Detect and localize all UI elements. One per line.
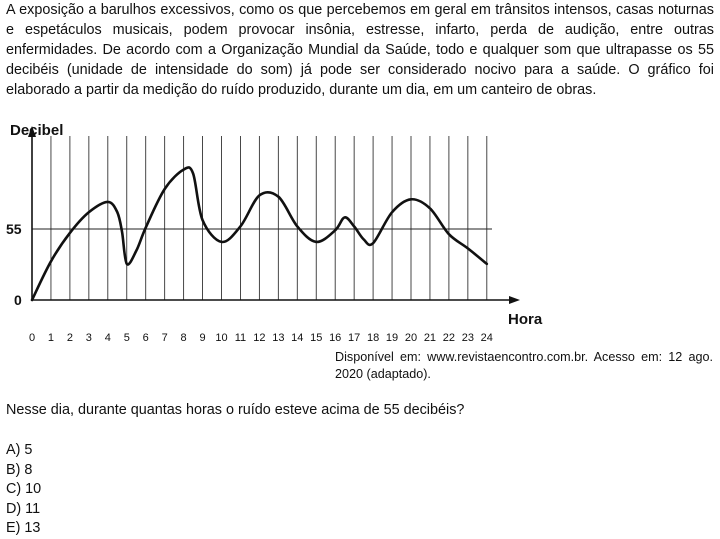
x-tick-label: 15 xyxy=(310,332,322,344)
x-tick-label: 3 xyxy=(86,332,92,344)
option-e[interactable]: E) 13 xyxy=(6,520,41,536)
noise-series-line xyxy=(30,166,489,302)
x-tick-label: 17 xyxy=(348,332,360,344)
option-d[interactable]: D) 11 xyxy=(6,500,41,517)
x-tick-label: 5 xyxy=(124,332,130,344)
x-tick-label: 0 xyxy=(29,332,35,344)
x-tick-label: 24 xyxy=(481,332,493,344)
x-tick-label: 4 xyxy=(105,332,111,344)
x-tick-label: 20 xyxy=(405,332,417,344)
x-tick-label: 22 xyxy=(443,332,455,344)
intro-paragraph: A exposição a barulhos excessivos, como … xyxy=(6,2,714,98)
y-tick-label: 0 xyxy=(14,292,22,308)
question-text: Nesse dia, durante quantas horas o ruído… xyxy=(6,402,465,418)
x-tick-label: 7 xyxy=(162,332,168,344)
y-axis-arrow xyxy=(28,126,36,137)
source-citation: Disponível em: www.revistaencontro.com.b… xyxy=(335,350,713,381)
x-tick-label: 6 xyxy=(143,332,149,344)
x-tick-label: 14 xyxy=(291,332,303,344)
y-axis-label: Decibel xyxy=(10,122,63,139)
x-tick-label: 23 xyxy=(462,332,474,344)
x-tick-label: 9 xyxy=(199,332,205,344)
x-tick-label: 21 xyxy=(424,332,436,344)
y-tick-labels: 0 55 xyxy=(6,221,22,308)
x-tick-label: 16 xyxy=(329,332,341,344)
x-tick-label: 10 xyxy=(215,332,227,344)
x-axis-label: Hora xyxy=(508,311,543,328)
answer-options: A) 5 B) 8 C) 10 D) 11 E) 13 xyxy=(6,441,41,539)
option-a[interactable]: A) 5 xyxy=(6,442,33,458)
x-tick-label: 2 xyxy=(67,332,73,344)
hour-gridlines xyxy=(50,136,488,300)
x-axis-arrow xyxy=(509,296,520,304)
y-tick-label: 55 xyxy=(6,221,22,237)
x-tick-label: 8 xyxy=(181,332,187,344)
x-tick-labels: 0 1 2 3 4 5 6 7 8 9 10 11 12 13 14 15 16 17 18 19 20 21 22 23 24 xyxy=(29,332,493,344)
x-tick-label: 18 xyxy=(367,332,379,344)
x-tick-label: 19 xyxy=(386,332,398,344)
x-tick-label: 11 xyxy=(235,332,246,344)
x-tick-label: 1 xyxy=(48,332,54,344)
option-b[interactable]: B) 8 xyxy=(6,461,33,478)
x-tick-label: 12 xyxy=(253,332,265,344)
x-tick-label: 13 xyxy=(272,332,284,344)
option-c[interactable]: C) 10 xyxy=(6,481,42,497)
noise-chart: Decibel Hora 055 0 1 2 3 4 5 6 7 8 9 10 11 12 13 14 15 1… xyxy=(6,122,543,344)
